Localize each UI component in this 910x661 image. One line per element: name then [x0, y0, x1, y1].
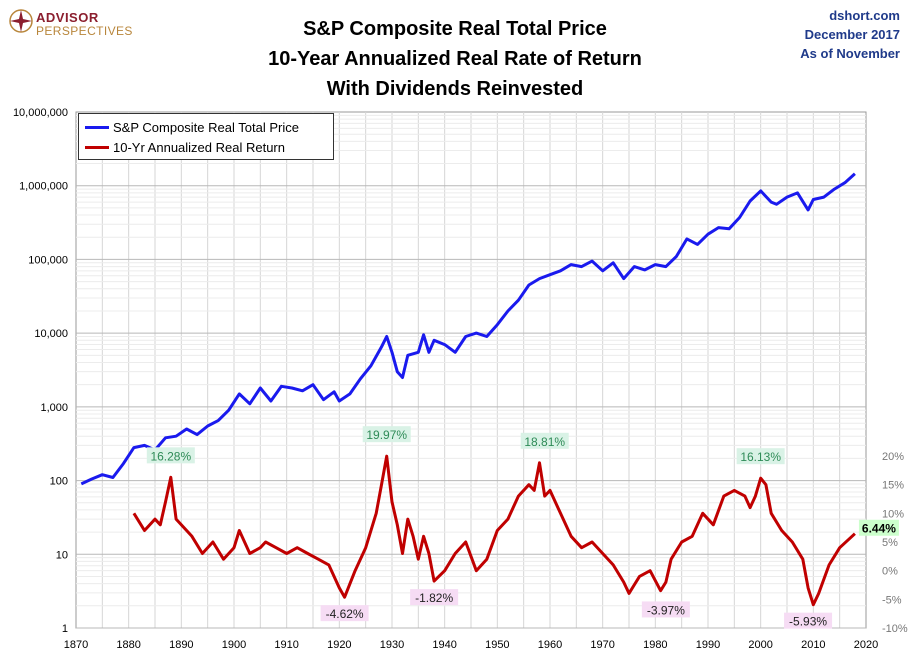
current-label: 6.44%: [858, 519, 899, 536]
series-line-price: [80, 172, 856, 486]
y-right-tick-label: -5%: [882, 594, 902, 606]
x-tick-label: 1970: [590, 639, 614, 651]
y-right-tick-label: -10%: [882, 623, 908, 635]
peak-label-bg: [362, 426, 411, 443]
peak-label: 16.28%: [146, 447, 195, 464]
peak-label-text: 19.97%: [366, 428, 407, 442]
trough-label-text: -3.97%: [647, 603, 685, 617]
x-tick-label: 1980: [643, 639, 667, 651]
peak-label-text: 16.13%: [740, 450, 781, 464]
x-tick-label: 2020: [854, 639, 878, 651]
y-left-tick-label: 1,000,000: [19, 181, 68, 193]
y-right-tick-label: 10%: [882, 508, 904, 520]
advisor-perspectives-logo: ADVISOR PERSPECTIVES: [8, 8, 138, 38]
legend-item-return: 10-Yr Annualized Real Return: [85, 138, 285, 156]
x-tick-label: 1950: [485, 639, 509, 651]
y-right-tick-label: 20%: [882, 451, 904, 463]
peak-label-text: 18.81%: [524, 435, 565, 449]
trough-label-bg: [784, 612, 833, 629]
chart-legend: S&P Composite Real Total Price 10-Yr Ann…: [78, 113, 334, 160]
trough-label-bg: [320, 605, 369, 622]
x-tick-label: 1990: [696, 639, 720, 651]
y-left-tick-label: 100: [50, 476, 68, 488]
y-left-tick-label: 100,000: [28, 254, 68, 266]
peak-label-text: 16.28%: [150, 449, 191, 463]
trough-label: -5.93%: [784, 612, 833, 629]
peak-label: 19.97%: [362, 426, 411, 443]
x-tick-label: 1880: [116, 639, 140, 651]
peak-label-bg: [736, 448, 785, 465]
peak-label: 16.13%: [736, 448, 785, 465]
x-tick-label: 1890: [169, 639, 193, 651]
current-label-bg: [858, 519, 899, 536]
y-left-tick-label: 10,000: [34, 328, 68, 340]
peak-label: 18.81%: [520, 432, 569, 449]
title-line-3: With Dividends Reinvested: [326, 78, 584, 100]
series-line-return: [132, 454, 856, 607]
y-left-tick-label: 1: [62, 623, 68, 635]
y-right-tick-label: 5%: [882, 537, 898, 549]
x-tick-label: 1960: [538, 639, 562, 651]
x-tick-label: 2010: [801, 639, 825, 651]
trough-label-text: -1.82%: [415, 591, 453, 605]
source-credit: dshort.com December 2017 As of November: [800, 6, 900, 63]
trough-label: -1.82%: [410, 589, 459, 606]
legend-swatch-price: [85, 125, 109, 129]
legend-item-price: S&P Composite Real Total Price: [85, 118, 299, 136]
legend-swatch-return: [85, 145, 109, 149]
chart-title: S&P Composite Real Total Price 10-Year A…: [0, 14, 910, 104]
x-tick-label: 1930: [380, 639, 404, 651]
credit-site: dshort.com: [829, 8, 900, 23]
x-tick-label: 1900: [222, 639, 246, 651]
x-tick-label: 1870: [64, 639, 88, 651]
title-line-1: S&P Composite Real Total Price: [303, 18, 607, 40]
credit-date: December 2017: [804, 27, 900, 42]
x-tick-label: 1940: [432, 639, 456, 651]
current-label-text: 6.44%: [862, 522, 896, 536]
trough-label: -4.62%: [320, 605, 369, 622]
y-left-tick-label: 1,000: [40, 402, 68, 414]
logo-text-line1: ADVISOR: [36, 10, 99, 25]
y-right-tick-label: 0%: [882, 566, 898, 578]
trough-label-text: -5.93%: [789, 615, 827, 629]
trough-label-text: -4.62%: [326, 607, 364, 621]
legend-label-price: S&P Composite Real Total Price: [113, 119, 299, 135]
x-tick-label: 1910: [274, 639, 298, 651]
y-left-tick-label: 10: [56, 549, 68, 561]
trough-label-bg: [641, 601, 690, 618]
trough-label: -3.97%: [641, 601, 690, 618]
legend-label-return: 10-Yr Annualized Real Return: [113, 139, 285, 155]
credit-asof: As of November: [800, 46, 900, 61]
y-left-tick-label: 10,000,000: [13, 107, 68, 119]
y-right-tick-label: 15%: [882, 480, 904, 492]
x-tick-label: 1920: [327, 639, 351, 651]
trough-label-bg: [410, 589, 459, 606]
peak-label-bg: [520, 432, 569, 449]
logo-text-line2: PERSPECTIVES: [36, 24, 133, 38]
x-tick-label: 2000: [748, 639, 772, 651]
peak-label-bg: [146, 447, 195, 464]
compass-rose-icon: [9, 9, 33, 33]
title-line-2: 10-Year Annualized Real Rate of Return: [268, 48, 642, 70]
